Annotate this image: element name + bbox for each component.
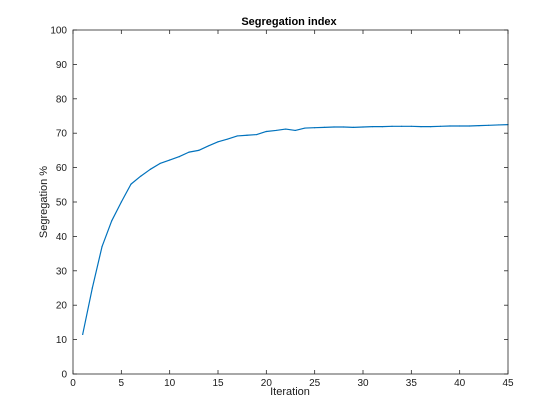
data-point — [372, 126, 374, 128]
y-tick-label: 20 — [56, 301, 68, 312]
axis-ticks — [72, 29, 509, 375]
data-point — [420, 126, 422, 128]
axis-tick-labels: 0 5 10 15 20 25 30 35 40 45 0 10 20 30 40 50 60 70 80 90 100 — [50, 26, 514, 390]
data-point — [285, 128, 287, 130]
data-point — [401, 125, 403, 127]
y-tick-label: 10 — [56, 335, 68, 346]
data-point — [207, 145, 209, 147]
y-tick-label: 30 — [56, 266, 68, 277]
x-tick-label: 30 — [357, 378, 369, 389]
y-tick-label: 80 — [56, 94, 68, 105]
data-point — [343, 126, 345, 128]
data-point — [294, 129, 296, 132]
x-tick-label: 35 — [406, 378, 418, 389]
data-point — [459, 125, 461, 127]
data-point — [236, 135, 238, 137]
data-point — [391, 125, 393, 127]
data-point — [120, 201, 122, 203]
data-point — [275, 129, 277, 132]
data-point — [449, 125, 451, 127]
y-tick-label: 90 — [56, 60, 68, 71]
x-tick-label: 40 — [454, 378, 466, 389]
y-axis-label: Segregation % — [38, 166, 50, 238]
data-point — [91, 287, 93, 289]
data-point — [333, 126, 335, 128]
data-point — [227, 138, 229, 140]
x-tick-label: 20 — [261, 378, 273, 389]
data-point — [430, 126, 432, 128]
data-point — [169, 159, 171, 161]
data-point — [381, 126, 383, 128]
x-tick-label: 45 — [502, 378, 514, 389]
data-point — [82, 333, 84, 336]
data-point — [217, 141, 219, 143]
data-point — [198, 149, 200, 151]
chart-title: Segregation index — [241, 16, 337, 28]
data-point — [304, 127, 306, 129]
data-point — [246, 134, 248, 136]
data-point — [478, 125, 480, 127]
plot-frame — [72, 29, 509, 375]
plot-area — [73, 30, 508, 374]
data-point — [352, 126, 354, 128]
data-point — [488, 124, 490, 126]
data-point — [265, 130, 267, 133]
data-point — [140, 175, 142, 177]
data-point — [362, 126, 364, 128]
y-tick-label: 60 — [56, 163, 68, 174]
data-point — [159, 162, 161, 165]
y-tick-label: 100 — [50, 26, 67, 37]
data-point — [111, 220, 113, 222]
x-tick-label: 15 — [212, 378, 224, 389]
x-tick-label: 5 — [119, 378, 125, 389]
series-layer — [82, 124, 509, 336]
data-point — [130, 183, 132, 185]
y-tick-label: 50 — [56, 198, 68, 209]
x-axis-label: Iteration — [270, 386, 310, 398]
data-point — [178, 155, 180, 158]
data-point — [101, 246, 103, 248]
data-point — [149, 168, 151, 170]
data-point — [314, 127, 316, 129]
x-tick-label: 10 — [164, 378, 176, 389]
x-tick-label: 0 — [70, 378, 76, 389]
data-point — [188, 151, 190, 153]
data-point — [439, 125, 441, 127]
data-point — [323, 126, 325, 128]
y-tick-label: 40 — [56, 232, 68, 243]
y-tick-label: 0 — [61, 370, 67, 381]
data-point — [468, 125, 470, 127]
y-tick-label: 70 — [56, 129, 68, 140]
data-point — [256, 133, 258, 136]
data-point — [410, 125, 412, 127]
x-tick-label: 25 — [309, 378, 321, 389]
data-point — [497, 124, 499, 126]
